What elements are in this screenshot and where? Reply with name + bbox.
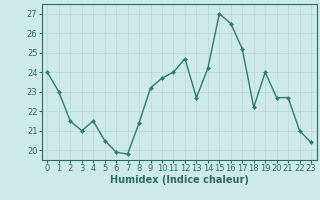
X-axis label: Humidex (Indice chaleur): Humidex (Indice chaleur) <box>110 175 249 185</box>
